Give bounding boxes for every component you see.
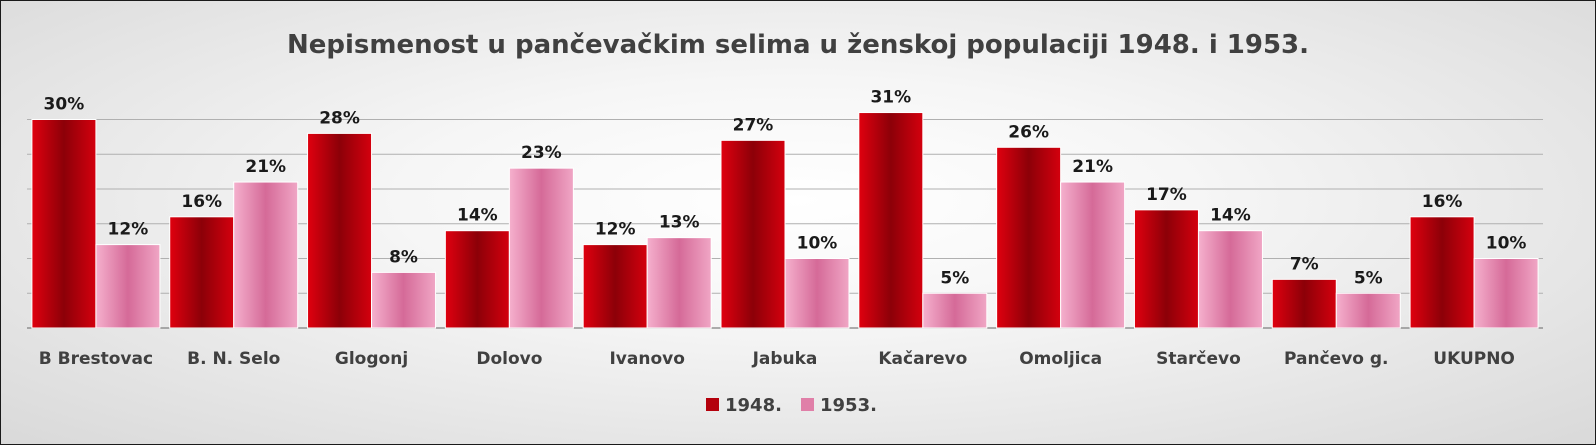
legend-label: 1953. [820, 395, 877, 416]
data-label: 30% [44, 95, 85, 115]
category-label: Ivanovo [609, 349, 684, 369]
bars [31, 112, 1539, 329]
data-label: 16% [181, 192, 222, 212]
category-label: B. N. Selo [187, 349, 280, 369]
data-label: 21% [245, 157, 286, 177]
bar-1948 [996, 146, 1062, 329]
bar-1953 [95, 244, 161, 329]
category-label: Glogonj [335, 349, 408, 369]
category-label: Omoljica [1019, 349, 1102, 369]
data-label: 27% [733, 115, 774, 135]
data-label: 28% [319, 108, 360, 128]
bar-1953 [1335, 292, 1401, 329]
data-label: 10% [797, 234, 838, 254]
data-label: 5% [940, 268, 969, 288]
data-label: 31% [870, 88, 911, 108]
bar-1948 [169, 216, 235, 329]
bar-1948 [1409, 216, 1475, 329]
bar-1953 [371, 271, 437, 329]
data-label: 26% [1008, 122, 1049, 142]
bar-1948 [858, 112, 924, 329]
bar-1953 [1473, 258, 1539, 329]
data-label: 12% [108, 220, 149, 240]
bar-1948 [307, 132, 373, 329]
category-label: Starčevo [1156, 349, 1241, 369]
category-labels: B Brestovac B. N. Selo Glogonj Dolovo Ivanov… [39, 349, 1515, 369]
legend-label: 1948. [725, 395, 782, 416]
bar-1953 [1197, 230, 1263, 329]
category-label: UKUPNO [1433, 349, 1515, 369]
category-label: Dolovo [476, 349, 542, 369]
bar-1948 [1133, 209, 1199, 329]
data-label: 16% [1422, 192, 1463, 212]
data-label: 12% [595, 220, 636, 240]
category-label: Jabuka [752, 349, 818, 369]
bar-1948 [1271, 278, 1337, 329]
data-label: 5% [1354, 268, 1383, 288]
data-label: 17% [1146, 185, 1187, 205]
chart-title: Nepismenost u pančevačkim selima u žensk… [287, 30, 1309, 60]
bar-1953 [922, 292, 988, 329]
bar-1948 [444, 230, 510, 329]
data-label: 8% [389, 247, 418, 267]
legend: 1948. 1953. [706, 395, 877, 416]
data-label: 23% [521, 143, 562, 163]
bar-1948 [720, 139, 786, 329]
bar-1953 [784, 258, 850, 329]
data-label: 10% [1486, 234, 1527, 254]
bar-1948 [582, 244, 648, 329]
category-label: B Brestovac [39, 349, 153, 369]
bar-1953 [1060, 181, 1126, 329]
legend-swatch-1953 [801, 398, 814, 411]
category-label: Pančevo g. [1284, 349, 1389, 369]
data-label: 7% [1290, 254, 1319, 274]
bar-1953 [646, 237, 712, 329]
data-label: 14% [457, 206, 498, 226]
bar-1948 [31, 119, 97, 329]
data-label: 21% [1072, 157, 1113, 177]
data-labels: 30% 12% 16% 21% 28% 8% 14% 23% 12% 13% 27% 10% 31% 5%… [44, 88, 1527, 289]
category-label: Kačarevo [878, 349, 967, 369]
legend-swatch-1948 [706, 398, 719, 411]
data-label: 13% [659, 213, 700, 233]
bar-1953 [508, 167, 574, 329]
bar-1953 [233, 181, 299, 329]
data-label: 14% [1210, 206, 1251, 226]
